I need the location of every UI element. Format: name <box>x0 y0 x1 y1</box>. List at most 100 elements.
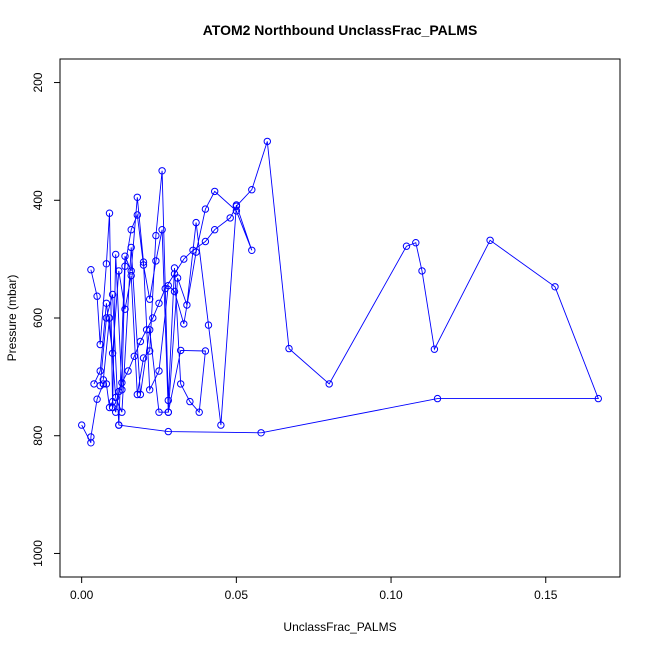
data-point <box>146 295 154 303</box>
data-point <box>170 264 179 272</box>
x-tick-label: 0.10 <box>379 588 403 602</box>
data-point <box>127 267 135 275</box>
data-point <box>102 260 111 268</box>
data-point <box>248 186 256 194</box>
data-point <box>105 314 114 322</box>
data-point <box>486 236 494 245</box>
data-point <box>551 283 559 291</box>
data-point <box>139 258 148 266</box>
data-point <box>78 421 86 429</box>
data-point <box>149 314 157 322</box>
data-point <box>99 376 108 384</box>
data-point <box>124 367 132 375</box>
data-point <box>180 320 188 328</box>
y-tick-label: 600 <box>31 308 45 328</box>
data-point <box>155 408 163 416</box>
data-point <box>257 429 265 437</box>
y-axis-label: Pressure (mbar) <box>5 275 19 362</box>
data-point <box>164 408 173 416</box>
data-point <box>96 340 104 349</box>
plot-frame <box>59 58 621 578</box>
data-points <box>78 137 602 447</box>
data-point <box>263 137 271 146</box>
y-tick-label: 1000 <box>31 540 45 567</box>
data-point <box>96 367 104 375</box>
data-point <box>87 266 95 274</box>
data-point <box>211 226 219 234</box>
data-point <box>108 349 117 357</box>
data-point <box>173 274 182 282</box>
data-point <box>211 187 219 196</box>
data-point <box>93 395 101 403</box>
data-point <box>118 386 126 394</box>
x-axis: 0.00 0.05 0.10 0.15 <box>70 577 558 602</box>
data-point <box>112 393 120 402</box>
data-point <box>412 239 420 247</box>
data-point <box>170 287 179 296</box>
data-point <box>105 403 114 412</box>
chart-title: ATOM2 Northbound UnclassFrac_PALMS <box>203 22 478 38</box>
data-point <box>118 379 126 387</box>
data-point <box>158 226 166 234</box>
data-point <box>195 408 203 416</box>
data-point <box>177 380 185 388</box>
series-line-2 <box>90 190 253 426</box>
data-point <box>108 290 117 299</box>
series-line-1 <box>81 141 599 444</box>
x-tick-label: 0.05 <box>225 588 249 602</box>
data-point <box>152 231 160 240</box>
data-point <box>127 226 135 234</box>
data-point <box>93 292 101 300</box>
data-point <box>133 211 142 219</box>
data-point <box>121 262 129 270</box>
data-point <box>142 326 151 334</box>
data-point <box>136 390 145 399</box>
data-point <box>418 267 426 275</box>
data-point <box>594 394 602 403</box>
data-point <box>158 167 166 175</box>
data-point <box>433 394 442 403</box>
x-axis-label: UnclassFrac_PALMS <box>283 620 396 634</box>
data-point <box>201 237 210 246</box>
data-point <box>127 271 135 280</box>
data-point <box>112 250 120 259</box>
data-point <box>115 421 123 429</box>
y-tick-label: 400 <box>31 190 45 210</box>
data-point <box>102 314 111 322</box>
data-point <box>130 352 139 360</box>
data-point <box>105 209 114 217</box>
data-point <box>217 421 225 429</box>
data-point <box>146 347 154 355</box>
data-point <box>232 207 241 215</box>
data-point <box>155 367 163 375</box>
data-point <box>192 218 200 227</box>
data-point <box>121 305 129 313</box>
data-point <box>192 248 200 256</box>
data-point <box>118 408 126 416</box>
x-tick-label: 0.00 <box>70 588 94 602</box>
data-point <box>155 299 163 307</box>
data-point <box>87 439 95 447</box>
data-point <box>152 257 160 265</box>
data-point <box>226 214 234 222</box>
data-point <box>146 326 154 334</box>
data-point <box>90 380 98 388</box>
data-point <box>136 337 145 346</box>
data-point <box>146 386 154 394</box>
data-point <box>139 261 148 269</box>
data-point <box>102 299 111 307</box>
data-point <box>121 252 129 260</box>
data-point <box>248 246 256 255</box>
data-point <box>186 397 194 406</box>
data-point <box>180 255 188 263</box>
data-point <box>127 243 135 252</box>
x-tick-label: 0.15 <box>534 588 558 602</box>
data-point <box>164 427 173 436</box>
data-point <box>325 380 333 388</box>
y-tick-label: 800 <box>31 425 45 445</box>
series-lines <box>81 141 599 444</box>
y-axis: 200 400 600 800 1000 <box>31 72 60 567</box>
data-point <box>164 396 173 405</box>
data-point <box>115 267 123 275</box>
